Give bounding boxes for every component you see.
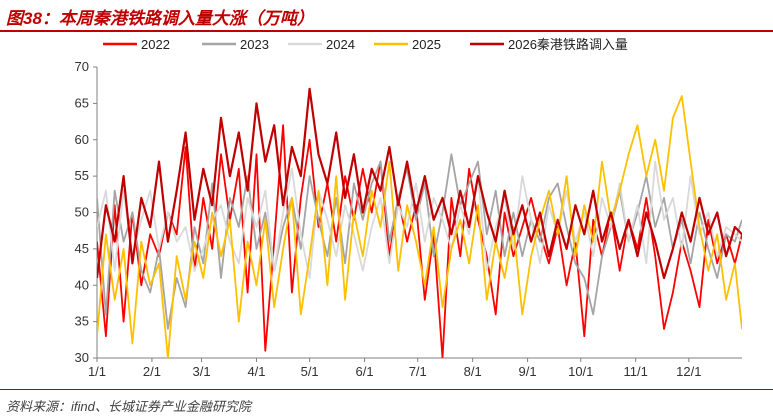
y-tick-label: 65 xyxy=(75,95,89,110)
x-tick-label: 9/1 xyxy=(519,364,537,379)
figure-source: 资料来源：ifind、长城证券产业金融研究院 xyxy=(6,399,251,414)
x-tick-label: 2/1 xyxy=(143,364,161,379)
x-tick-label: 5/1 xyxy=(301,364,319,379)
figure-title: 图38：本周秦港铁路调入量大涨（万吨） xyxy=(6,9,314,28)
series-line-2026秦港铁路调入量 xyxy=(97,87,742,280)
source-divider xyxy=(0,389,773,390)
y-tick-label: 70 xyxy=(75,59,89,74)
x-tick-label: 11/1 xyxy=(624,364,648,379)
x-tick-label: 6/1 xyxy=(356,364,374,379)
legend-label-2026秦港铁路调入量: 2026秦港铁路调入量 xyxy=(508,37,628,52)
y-tick-label: 35 xyxy=(75,314,89,329)
y-tick-label: 50 xyxy=(75,205,89,220)
y-tick-label: 55 xyxy=(75,168,89,183)
y-tick-label: 60 xyxy=(75,132,89,147)
series-line-2023 xyxy=(97,153,742,330)
y-tick-label: 40 xyxy=(75,277,89,292)
legend-label-2025: 2025 xyxy=(412,37,441,52)
y-tick-label: 45 xyxy=(75,241,89,256)
line-chart: 30 35 40 45 50 55 60 65 70 1/1 2/1 3/1 4/1 5/1 6/1 7/1 8… xyxy=(75,37,742,379)
x-tick-label: 10/1 xyxy=(568,364,593,379)
x-tick-label: 1/1 xyxy=(88,364,106,379)
legend-label-2022: 2022 xyxy=(141,37,170,52)
x-tick-label: 3/1 xyxy=(193,364,211,379)
x-tick-label: 12/1 xyxy=(676,364,701,379)
series-line-2022 xyxy=(97,124,742,358)
series-line-2025 xyxy=(97,95,742,358)
x-tick-label: 7/1 xyxy=(409,364,427,379)
x-tick-label: 4/1 xyxy=(247,364,265,379)
title-underline xyxy=(0,30,773,32)
y-tick-label: 30 xyxy=(75,350,89,365)
legend-label-2024: 2024 xyxy=(326,37,355,52)
x-tick-label: 8/1 xyxy=(464,364,482,379)
series-line-2024 xyxy=(97,160,742,279)
legend-label-2023: 2023 xyxy=(240,37,269,52)
